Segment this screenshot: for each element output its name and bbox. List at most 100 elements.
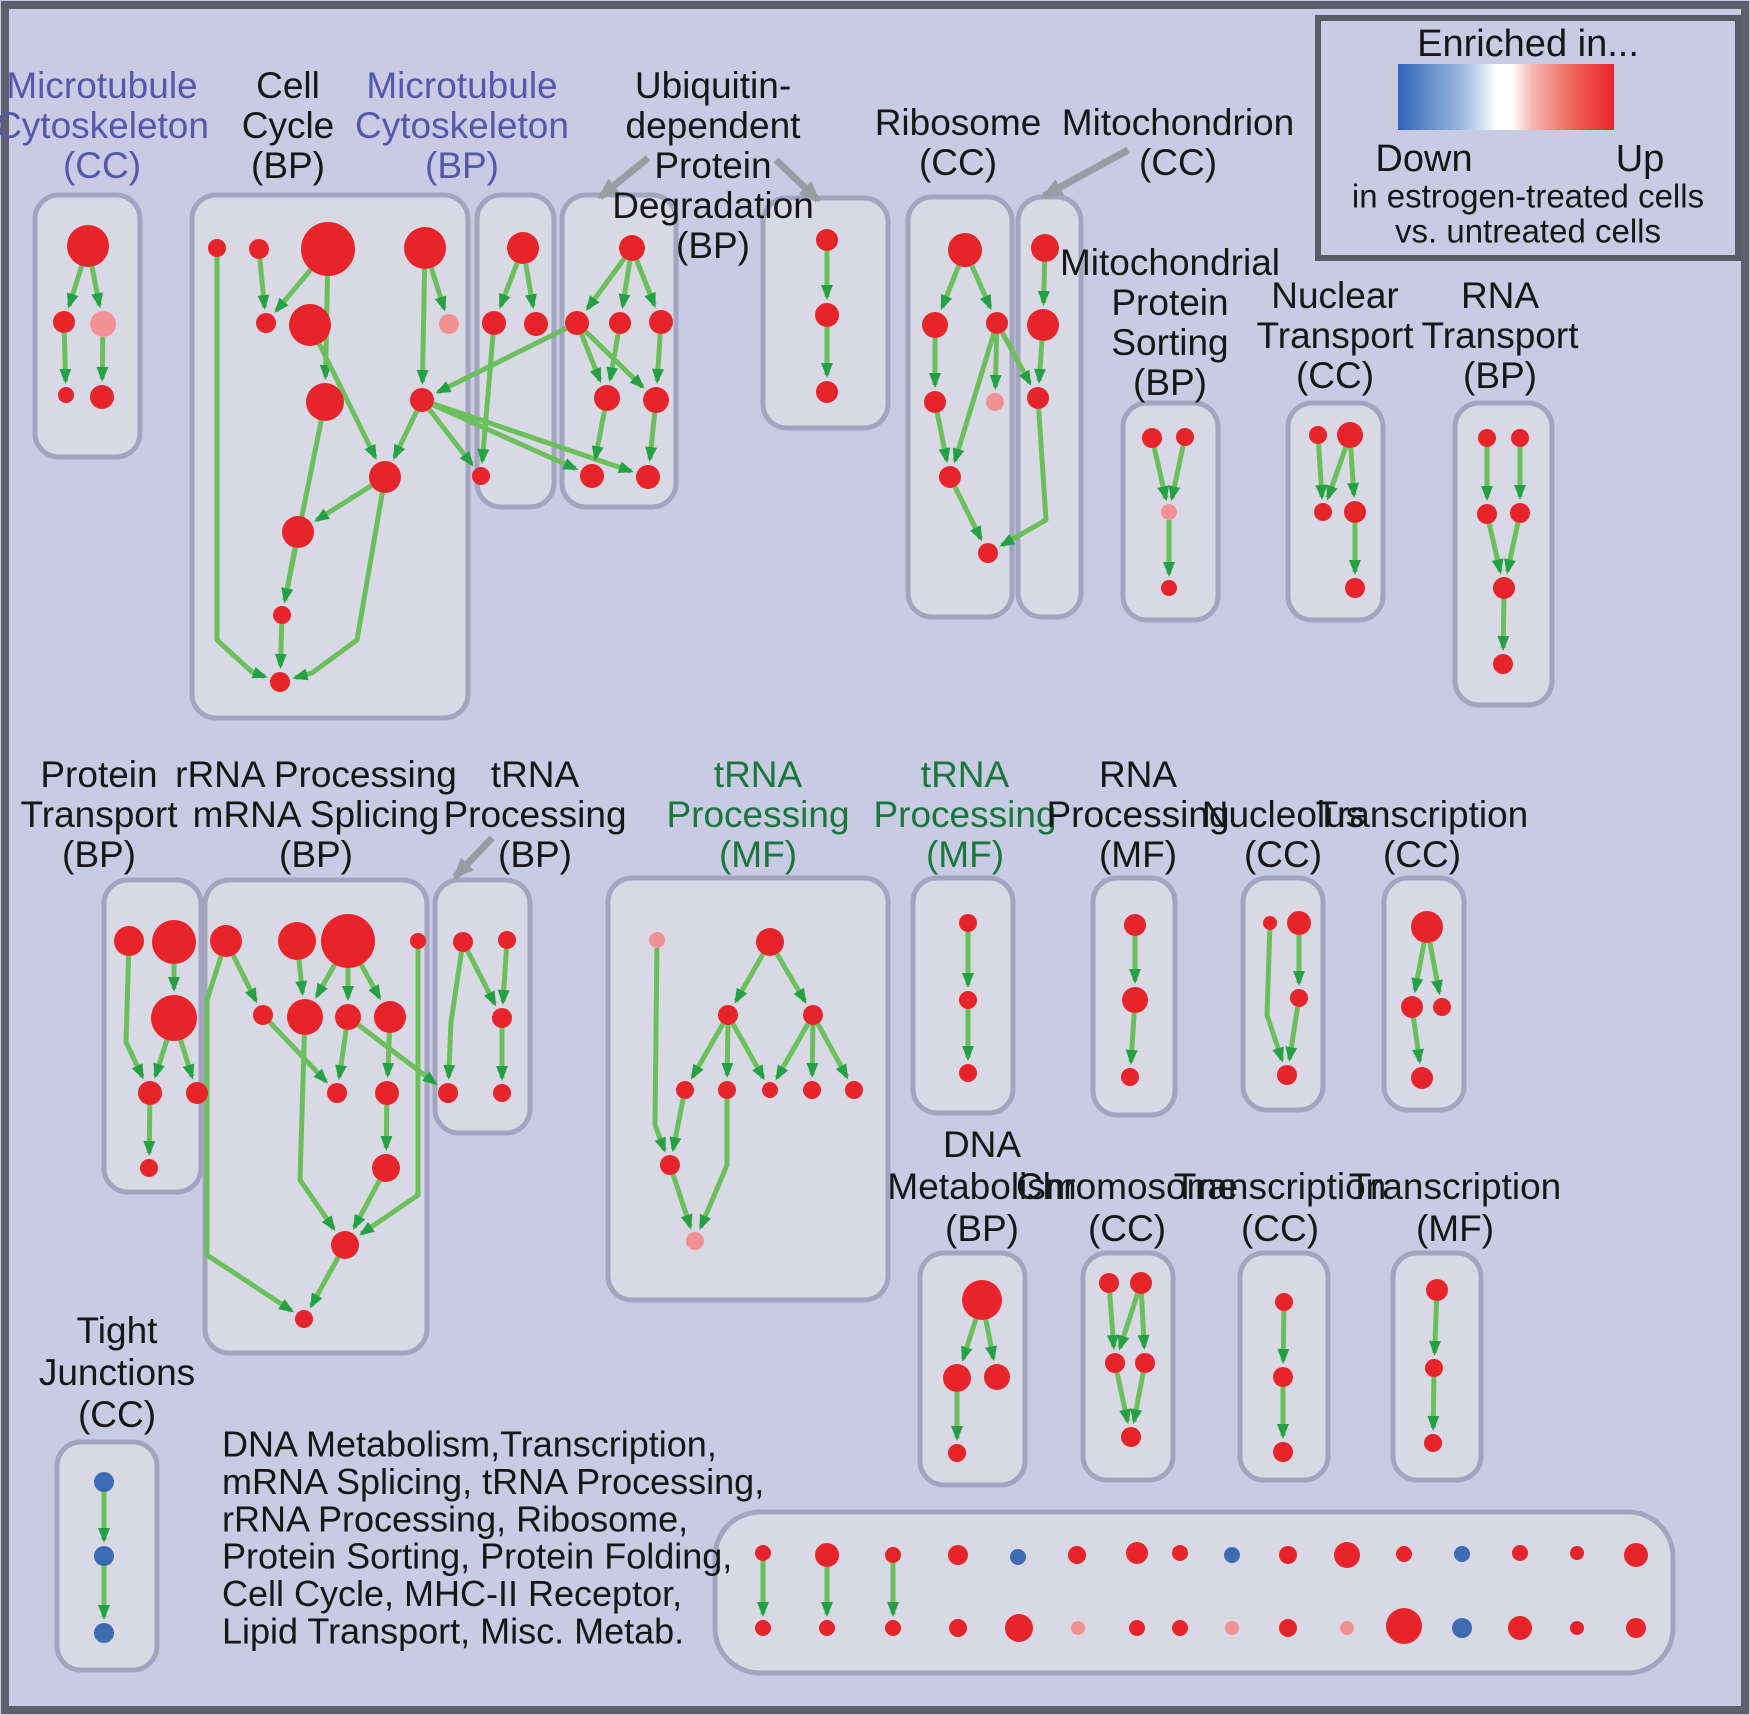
go-term-node-X2t [815,1543,839,1567]
go-term-node-C4 [472,467,490,485]
label-nucleolus-line-1: Nucleolus [1202,794,1364,835]
go-term-node-V3 [1424,1434,1442,1452]
go-term-node-X12t [1396,1546,1412,1562]
go-term-node-X16b [1626,1618,1646,1638]
edges-layer [59,251,1526,1620]
edge-L1-L13 [204,955,295,1313]
go-term-node-D2 [565,311,589,335]
label-trna-bp-line-2: Processing [443,794,626,835]
go-term-node-T3 [1105,1353,1125,1373]
edge-D4-D6 [651,333,664,384]
go-term-node-R2 [1401,996,1423,1018]
label-transcription-cc-row2-line-1: Transcription [1316,794,1528,835]
edge-D2-B9 [435,326,568,395]
edge-B4-B9 [416,268,429,385]
edge-B4-B7 [428,267,447,312]
go-term-node-A2 [53,311,75,333]
label-ubiquitin-line-1: Ubiquitin- [635,65,791,106]
go-term-node-A1 [67,225,109,267]
label-rna-processing-mf-line-2: Processing [1046,794,1229,835]
group-box-dna-metabolism [917,1250,1028,1488]
label-rrna-processing-line-3: (BP) [279,834,353,875]
label-dna-metabolism-line-1: DNA [943,1124,1021,1165]
go-term-node-N4 [803,1005,823,1025]
edge-F3-F6 [952,332,997,464]
go-term-node-C1 [507,232,539,264]
label-mito-protein-sorting-line-4: (BP) [1133,362,1207,403]
label-ubiquitin-line-2: dependent [626,105,802,146]
go-term-node-J3 [1477,504,1497,524]
legend-down-label: Down [1375,138,1472,180]
go-term-node-C3 [524,312,548,336]
go-term-node-B12 [273,606,291,624]
misc-categories-text-line-4: Protein Sorting, Protein Folding, [222,1536,732,1577]
go-term-node-X5b [1005,1614,1033,1642]
edge-M1-M4 [443,951,464,1080]
go-term-node-L13 [295,1310,313,1328]
edge-D2-D6 [583,329,645,389]
misc-categories-text-line-5: Cell Cycle, MHC-II Receptor, [222,1573,682,1614]
edge-N4-N9 [815,1022,849,1080]
edge-L11-L12 [352,1179,382,1230]
label-ubiquitin-line-3: Protein [654,145,771,186]
go-term-node-B3 [301,222,355,276]
label-cell-cycle-line-1: Cell [256,65,320,106]
go-term-node-U1 [1275,1293,1293,1311]
label-dna-metabolism-line-3: (BP) [945,1208,1019,1249]
edge-N3-N7 [730,1022,766,1081]
label-microtubule-cc-line-3: (CC) [63,145,141,186]
edge-B12-B13 [274,623,287,669]
go-term-node-X6t [1068,1546,1086,1564]
edge-D6-D8 [645,412,658,463]
go-term-node-K1 [114,926,144,956]
edge-F3-F5 [989,333,1002,390]
label-transcription-cc-row2-line-2: (CC) [1383,834,1461,875]
go-term-node-I3 [1314,503,1332,521]
go-term-node-Q1 [1263,916,1277,930]
edge-T1-T3 [1106,1292,1119,1350]
go-term-node-U3 [1273,1442,1293,1462]
label-trna-mf-2-line-3: (MF) [926,834,1004,875]
edge-T3-T5 [1114,1372,1131,1425]
label-nuclear-transport-line-3: (CC) [1296,355,1374,396]
edge-N3-N6 [721,1024,734,1078]
edge-R1-R2 [1411,942,1427,994]
go-term-node-M5 [493,1084,511,1102]
go-term-node-X3b [885,1620,901,1636]
label-rna-transport-line-3: (BP) [1463,355,1537,396]
edge-K3-K5 [178,1039,195,1080]
label-transcription-mf-line-1: Transcription [1349,1166,1561,1207]
go-term-node-D5 [594,385,620,411]
go-term-node-X9b [1225,1621,1239,1635]
go-term-node-J1 [1478,429,1496,447]
edge-T4-T5 [1130,1372,1146,1425]
go-term-node-R3 [1433,998,1451,1016]
edge-B9-D7 [431,402,579,471]
go-term-node-O1 [959,914,977,932]
group-box-transcription-cc-row3 [1237,1250,1331,1483]
edge-N4-N7 [774,1022,811,1081]
edge-I2-I3 [1325,446,1349,501]
label-mitochondrion-line-1: Mitochondrion [1062,102,1294,143]
go-term-node-B5 [256,313,276,333]
go-term-node-N6 [718,1081,736,1099]
go-term-node-I5 [1345,578,1365,598]
go-term-node-X15b [1570,1621,1584,1635]
edge-C1-C3 [523,263,537,310]
label-mito-protein-sorting-line-3: Sorting [1111,322,1228,363]
edge-G2-G3 [1034,340,1046,384]
go-term-node-X4b [949,1619,967,1637]
edge-N2-N3 [733,952,766,1004]
misc-categories-text-line-6: Lipid Transport, Misc. Metab. [222,1611,684,1652]
go-term-node-F7 [978,543,998,563]
legend-box [1315,15,1741,261]
go-term-node-G3 [1027,387,1049,409]
edge-P2-P3 [1125,1012,1138,1065]
edge-J4-J5 [1504,522,1521,575]
go-term-node-X13b [1452,1618,1472,1638]
label-dna-metabolism-line-2: Metabolism [887,1166,1076,1207]
go-term-node-X7b [1129,1620,1145,1636]
go-term-node-E2 [815,303,839,327]
go-term-node-K6 [140,1159,158,1177]
